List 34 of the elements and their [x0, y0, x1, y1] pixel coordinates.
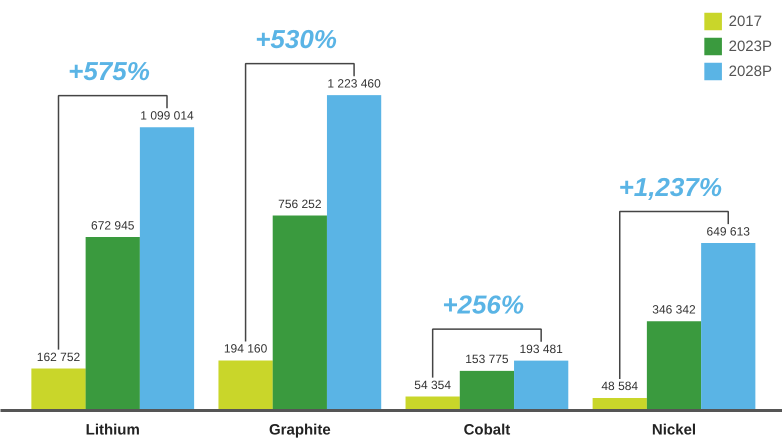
- text: +575%: [68, 56, 150, 86]
- data-label: 1 099 014: [140, 108, 194, 122]
- annotation: +256%: [442, 290, 524, 320]
- annotation: +1,237%: [618, 172, 722, 202]
- legend-label: 2023P: [728, 38, 772, 54]
- data-label: 672 945: [91, 218, 135, 232]
- data-label: 649 613: [706, 224, 750, 238]
- legend-label: 2028P: [728, 62, 772, 80]
- data-label: 153 775: [465, 352, 509, 366]
- data-label: 162 752: [36, 350, 81, 364]
- bar: [514, 360, 568, 410]
- bar: [326, 95, 382, 410]
- bar: [218, 360, 273, 410]
- data-label: 1 223 460: [327, 76, 382, 90]
- bar: [646, 321, 702, 410]
- bar: [406, 396, 460, 410]
- legend-label: 2017: [728, 12, 762, 30]
- bar: [272, 216, 327, 410]
- data-label: 756 252: [278, 196, 322, 211]
- bar: [701, 243, 756, 410]
- bar: [460, 370, 514, 410]
- x-tick-label: Lithium: [86, 422, 140, 438]
- data-label: 48 584: [601, 379, 638, 394]
- bar: [86, 237, 140, 410]
- bar: [31, 368, 86, 410]
- x-tick-label: Cobalt: [464, 422, 510, 438]
- data-label: 54 354: [414, 378, 452, 392]
- data-label: 346 342: [652, 302, 696, 316]
- x-tick-label: Nickel: [652, 422, 696, 438]
- data-label: 194 160: [224, 342, 268, 356]
- x-tick-label: Graphite: [268, 422, 331, 438]
- data-label: 193 481: [519, 342, 564, 356]
- text: +530%: [255, 24, 337, 54]
- bar: [140, 127, 194, 410]
